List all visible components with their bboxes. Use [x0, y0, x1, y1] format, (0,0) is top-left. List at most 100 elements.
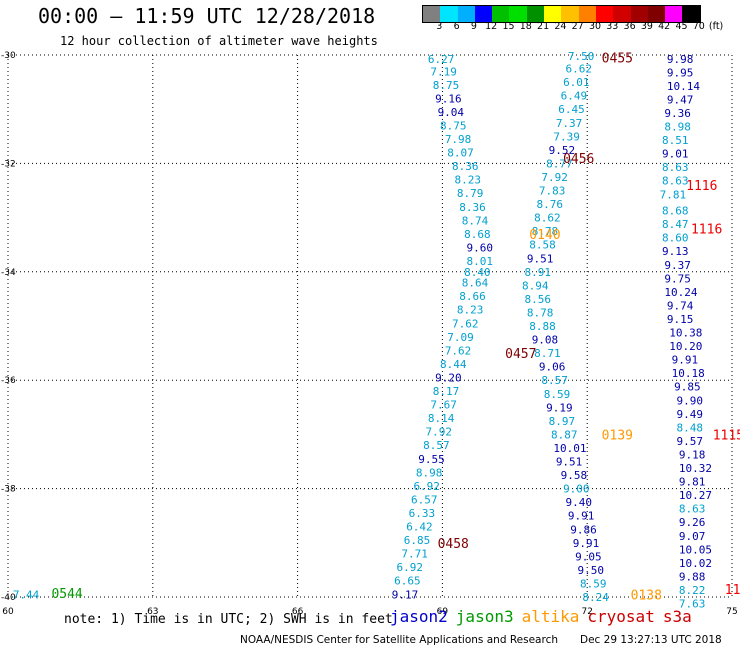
pass-time-label: 0456: [563, 152, 594, 167]
scale-swatch: [492, 6, 510, 22]
wave-height-point: 8.68: [662, 205, 689, 218]
wave-height-point: 9.26: [679, 516, 706, 529]
y-tick-label: -40: [1, 593, 16, 603]
legend-entry-jason2: jason2: [390, 607, 448, 626]
wave-height-point: 9.49: [676, 408, 703, 421]
pass-time-label: 1115: [713, 428, 740, 443]
wave-height-point: 6.85: [404, 534, 431, 547]
scale-label: 12: [485, 21, 498, 32]
wave-height-point: 7.92: [426, 426, 453, 439]
wave-height-point: 9.51: [527, 252, 554, 265]
wave-height-point: 8.71: [534, 347, 561, 360]
legend-entry-jason3: jason3: [455, 607, 514, 626]
wave-height-point: 6.33: [409, 507, 436, 520]
wave-height-point: 9.86: [570, 523, 597, 536]
wave-height-point: 8.56: [524, 293, 551, 306]
scale-swatch: [578, 6, 596, 22]
x-tick-label: 72: [581, 607, 592, 617]
wave-height-point: 7.37: [556, 117, 583, 130]
pass-time-label: 1116: [691, 222, 722, 237]
wave-height-point: 9.47: [667, 93, 694, 106]
wave-height-point: 7.71: [401, 548, 428, 561]
wave-height-point: 8.23: [454, 174, 481, 187]
wave-height-point: 7.67: [430, 399, 457, 412]
page-subtitle: 12 hour collection of altimeter wave hei…: [60, 34, 378, 48]
tick-layer: 60 63 66 69 72 75 -30 -32 -34 -36 -38 -40: [1, 51, 738, 617]
wave-height-point: 9.95: [667, 66, 694, 79]
y-tick-label: -36: [1, 376, 16, 386]
wave-height-point: 9.00: [563, 483, 590, 496]
wave-height-point: 8.78: [527, 306, 554, 319]
pass-time-label: 0139: [602, 428, 633, 443]
wave-height-point: 8.24: [582, 591, 609, 604]
wave-height-point: 8.87: [551, 428, 578, 441]
wave-height-point: 6.92: [397, 561, 424, 574]
scale-label: 18: [519, 21, 532, 32]
wave-height-point: 9.81: [679, 476, 706, 489]
wave-height-point: 8.74: [462, 214, 489, 227]
scale-label: 70: [692, 21, 705, 32]
wave-height-point: 8.91: [524, 266, 551, 279]
wave-height-point: 9.50: [578, 564, 605, 577]
scale-label: 42: [658, 21, 671, 32]
time-label-layer: 0455 0456 0140 0457 0139 0458 0544 0138 1116 1116…: [51, 52, 740, 604]
wave-height-point: 7.44: [13, 588, 40, 601]
scale-label: (ft): [708, 21, 724, 32]
satellite-legend: jason2 jason3 altika cryosat s3a: [390, 607, 700, 626]
points-layer: 6.277.198.759.169.048.757.988.078.368.23…: [13, 50, 712, 610]
wave-height-point: 9.01: [662, 148, 689, 161]
wave-height-point: 9.85: [674, 381, 701, 394]
wave-height-point: 8.59: [544, 388, 571, 401]
y-tick-label: -32: [1, 159, 16, 169]
scale-label: 3: [436, 21, 443, 32]
wave-height-point: 7.39: [553, 130, 580, 143]
wave-height-point: 8.66: [459, 290, 486, 303]
wave-height-point: 9.88: [679, 570, 706, 583]
wave-height-point: 10.27: [679, 489, 712, 502]
wave-height-point: 8.58: [529, 239, 556, 252]
wave-height-point: 8.97: [549, 415, 576, 428]
wave-height-point: 7.81: [660, 188, 687, 201]
wave-height-point: 8.94: [522, 279, 549, 292]
generated-time: Dec 29 13:27:13 UTC 2018: [580, 634, 722, 646]
wave-height-point: 8.98: [416, 466, 443, 479]
footer-note: note: 1) Time is in UTC; 2) SWH is in fe…: [64, 612, 393, 627]
legend-entry-altika: altika: [521, 607, 580, 626]
wave-height-point: 9.06: [539, 361, 566, 374]
wave-height-point: 6.92: [413, 480, 440, 493]
scale-swatch: [665, 6, 683, 22]
scale-label: 27: [571, 21, 584, 32]
wave-height-point: 8.36: [452, 160, 479, 173]
wave-height-point: 7.92: [541, 171, 568, 184]
x-tick-label: 69: [437, 607, 449, 617]
scale-label: 24: [554, 21, 567, 32]
wave-height-point: 9.91: [568, 510, 595, 523]
scale-label: 6: [453, 21, 460, 32]
wave-height-point: 8.23: [457, 304, 484, 317]
credit-text: NOAA/NESDIS Center for Satellite Applica…: [240, 634, 558, 646]
scale-label: 45: [675, 21, 688, 32]
pass-time-label: 0544: [51, 587, 82, 602]
scale-label: 36: [623, 21, 636, 32]
scale-swatch: [647, 6, 666, 22]
pass-time-label: 1116: [686, 179, 717, 194]
wave-height-point: 8.60: [662, 232, 689, 245]
wave-height-point: 6.01: [563, 76, 590, 89]
wave-height-point: 6.49: [561, 90, 588, 103]
scale-swatch: [613, 6, 631, 22]
wave-height-point: 9.36: [664, 107, 691, 120]
wave-height-point: 8.07: [447, 147, 474, 160]
wave-height-point: 8.36: [459, 201, 486, 214]
x-tick-label: 75: [726, 607, 737, 617]
wave-height-point: 6.62: [565, 63, 592, 76]
scale-swatch: [526, 6, 545, 22]
scale-swatch: [561, 6, 579, 22]
wave-height-point: 7.62: [445, 344, 472, 357]
wave-height-point: 6.65: [394, 575, 421, 588]
y-tick-label: -38: [1, 485, 16, 495]
wave-height-point: 10.01: [553, 442, 586, 455]
pass-time-label: 0138: [631, 588, 662, 603]
wave-height-point: 9.51: [556, 456, 583, 469]
grid-layer: [7, 54, 733, 598]
scale-swatch: [544, 6, 562, 22]
